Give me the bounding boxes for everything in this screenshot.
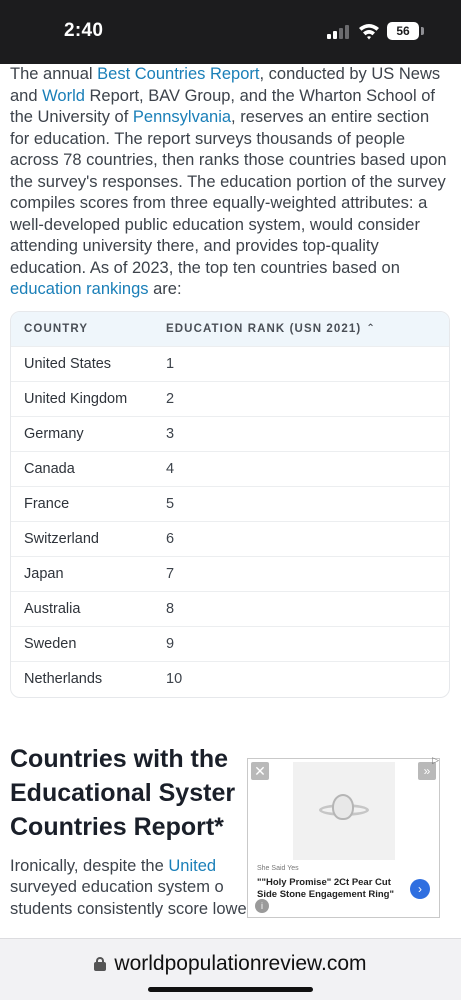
close-icon[interactable]: ✕ (251, 762, 269, 780)
chevron-right-icon[interactable]: › (410, 879, 430, 899)
table-row: Germany 3 (11, 416, 449, 452)
country-header-label: COUNTRY (24, 322, 89, 335)
wifi-icon (359, 24, 379, 40)
status-bar: 2:40 56 (0, 0, 461, 64)
world-link[interactable]: World (42, 86, 85, 105)
rank-cell: 2 (166, 381, 449, 417)
table-row: United Kingdom 2 (11, 381, 449, 417)
country-cell: Germany (11, 416, 166, 452)
body-text: Ironically, despite the (10, 856, 169, 875)
country-column-header[interactable]: COUNTRY (11, 312, 166, 347)
battery-tip (421, 27, 424, 35)
united-link[interactable]: United (168, 856, 217, 875)
rank-cell: 1 (166, 346, 449, 382)
body-text: surveyed education system o (10, 878, 224, 896)
country-cell: United States (11, 346, 166, 382)
ring-image[interactable] (293, 762, 395, 860)
intro-paragraph: The annual Best Countries Report, conduc… (10, 64, 450, 301)
rank-header-label: EDUCATION RANK (USN 2021) (166, 322, 362, 335)
heading-line: Countries with the (10, 744, 229, 773)
ad-title[interactable]: ""Holy Promise" 2Ct Pear Cut Side Stone … (257, 877, 394, 900)
skip-icon[interactable]: » (418, 762, 436, 780)
home-indicator[interactable] (148, 987, 313, 992)
table-row: Switzerland 6 (11, 521, 449, 557)
country-cell: Netherlands (11, 661, 166, 697)
country-cell: Japan (11, 556, 166, 592)
advertisement[interactable]: ✕ » ▷ She Said Yes ""Holy Promise" 2Ct P… (247, 755, 440, 918)
rank-column-header[interactable]: EDUCATION RANK (USN 2021) ⌃ (166, 312, 449, 347)
table-header-row: COUNTRY EDUCATION RANK (USN 2021) ⌃ (11, 311, 449, 347)
ad-choices-icon[interactable]: ▷ (432, 755, 439, 765)
rank-cell: 4 (166, 451, 449, 487)
table-row: Japan 7 (11, 556, 449, 592)
rank-cell: 8 (166, 591, 449, 627)
intro-text: are: (148, 280, 182, 298)
best-countries-report-link[interactable]: Best Countries Report (97, 65, 260, 83)
country-cell: Australia (11, 591, 166, 627)
country-cell: Sweden (11, 626, 166, 662)
lock-icon (94, 957, 107, 971)
url-text: worldpopulationreview.com (114, 952, 367, 975)
rank-cell: 7 (166, 556, 449, 592)
table-row: Netherlands 10 (11, 661, 449, 697)
education-rankings-link[interactable]: education rankings (10, 280, 149, 298)
rank-cell: 3 (166, 416, 449, 452)
heading-line: Countries Report* (10, 812, 224, 841)
info-icon[interactable]: i (255, 899, 269, 913)
intro-text: , conducted by US News and (10, 65, 441, 105)
ad-brand: She Said Yes (257, 865, 299, 872)
intro-text: Report, BAV Group, and the Wharton Schoo… (10, 86, 435, 127)
table-row: Australia 8 (11, 591, 449, 627)
cellular-signal-icon (327, 25, 349, 39)
table-row: France 5 (11, 486, 449, 522)
table-row: Sweden 9 (11, 626, 449, 662)
heading-line: Educational Syster (10, 778, 236, 807)
table-row: Canada 4 (11, 451, 449, 487)
status-time: 2:40 (64, 20, 104, 41)
rank-cell: 9 (166, 626, 449, 662)
rank-cell: 5 (166, 486, 449, 522)
pennsylvania-link[interactable]: Pennsylvania (132, 108, 232, 126)
section-heading: Countries with the Educational Syster Coun… (10, 742, 450, 844)
country-cell: Switzerland (11, 521, 166, 557)
address-bar[interactable]: worldpopulationreview.com (0, 952, 461, 976)
rank-cell: 10 (166, 661, 449, 697)
country-cell: United Kingdom (11, 381, 166, 417)
intro-text: The annual (10, 65, 98, 83)
rank-cell: 6 (166, 521, 449, 557)
chevron-up-icon[interactable]: ⌃ (366, 322, 376, 334)
battery-icon: 56 (387, 22, 419, 40)
education-rank-table: COUNTRY EDUCATION RANK (USN 2021) ⌃ Unite… (10, 310, 450, 698)
browser-bottom-bar: worldpopulationreview.com (0, 938, 461, 1000)
table-row: United States 1 (11, 346, 449, 382)
intro-text: , reserves an entire section for educati… (10, 108, 447, 277)
country-cell: Canada (11, 451, 166, 487)
country-cell: France (11, 486, 166, 522)
ring-stone (332, 794, 354, 820)
